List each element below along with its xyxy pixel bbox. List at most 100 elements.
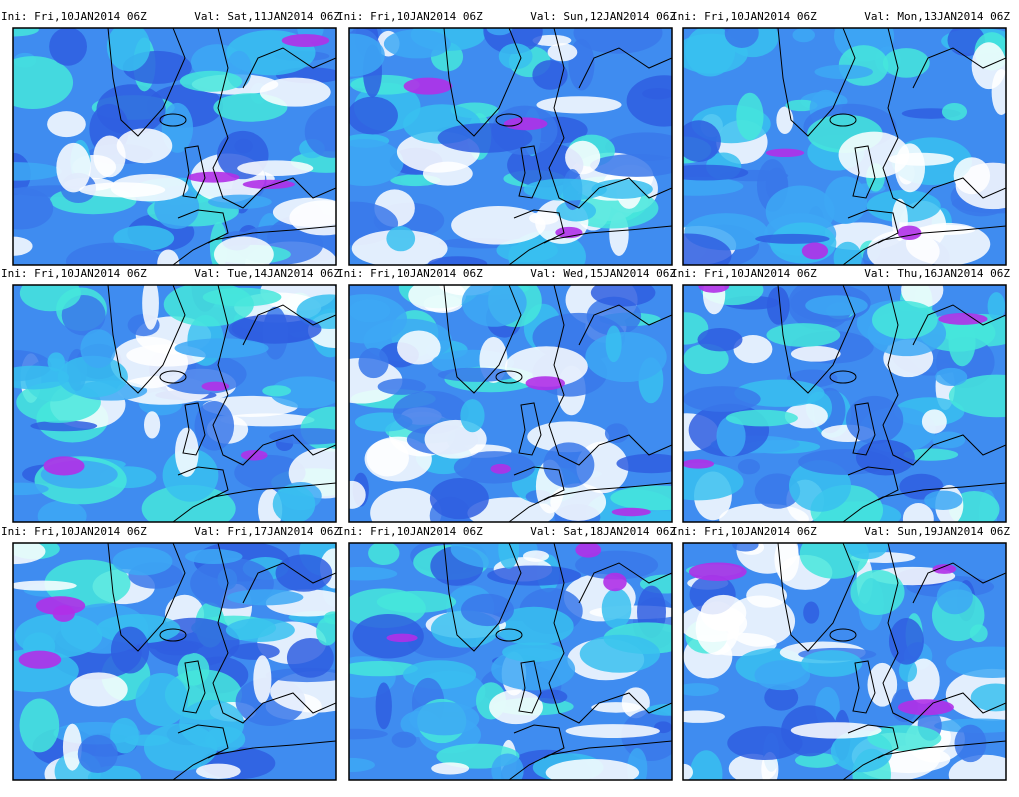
map-frame	[348, 284, 673, 523]
precip-area	[110, 626, 150, 674]
precip-area	[502, 642, 565, 663]
precip-area	[13, 543, 46, 565]
precip-max	[932, 564, 957, 574]
precip-area	[727, 726, 803, 761]
precip-area	[702, 285, 726, 315]
valid-time: Val: Thu,16JAN2014 06Z	[864, 267, 1010, 280]
coastline	[847, 724, 899, 759]
precip-area	[683, 176, 744, 196]
precip-area	[953, 157, 991, 195]
precip-area	[494, 606, 574, 646]
precip-area	[719, 503, 809, 522]
init-time: Ini: Fri,10JAN2014 06Z	[671, 267, 817, 280]
coastline	[172, 225, 336, 265]
precip-area	[941, 102, 968, 121]
valid-time: Val: Sat,11JAN2014 06Z	[194, 10, 340, 23]
coastline	[882, 285, 1006, 466]
precip-area	[824, 176, 868, 224]
coastline	[107, 543, 186, 652]
coastline	[518, 402, 542, 456]
precip-area	[523, 178, 607, 201]
precip-area	[536, 96, 622, 114]
precip-area	[13, 236, 33, 256]
precip-area	[349, 757, 375, 772]
precip-area	[537, 689, 568, 704]
coastline	[107, 28, 186, 137]
precip-area	[945, 646, 1006, 678]
precip-area	[683, 683, 719, 696]
precip-area	[195, 763, 241, 779]
coastline	[513, 209, 565, 244]
precip-area	[79, 182, 166, 198]
precip-max	[525, 376, 566, 391]
precip-area	[30, 420, 98, 432]
precip-area	[155, 641, 199, 656]
precip-area	[683, 343, 729, 375]
precip-area	[106, 28, 151, 72]
precip-area	[504, 346, 588, 387]
precip-area	[498, 543, 520, 569]
precip-area	[700, 594, 747, 632]
coastline	[852, 145, 876, 199]
precip-area	[377, 378, 426, 395]
coastline	[578, 47, 672, 89]
precip-area	[383, 29, 451, 59]
valid-time: Val: Sun,19JAN2014 06Z	[864, 525, 1010, 538]
precip-area	[177, 652, 210, 686]
precip-area	[683, 233, 732, 265]
precip-max	[490, 463, 511, 474]
precip-area	[871, 300, 938, 340]
precip-area	[14, 613, 103, 658]
map	[683, 543, 1006, 780]
precip-area	[565, 724, 660, 738]
precip-area	[579, 634, 661, 673]
precip-area	[969, 624, 988, 643]
precip-max	[801, 242, 829, 260]
coastline	[829, 370, 857, 384]
precip-area	[621, 687, 650, 719]
precip-area	[47, 352, 65, 372]
precip-area	[685, 28, 736, 77]
precip-area	[349, 728, 388, 740]
precip-area	[349, 96, 398, 135]
precip-area	[269, 428, 336, 445]
precip-area	[616, 453, 672, 474]
precip-area	[13, 482, 49, 496]
precip-area	[626, 75, 672, 127]
precip-area	[13, 365, 70, 390]
init-time: Ini: Fri,10JAN2014 06Z	[1, 525, 147, 538]
precip-area	[391, 731, 417, 748]
map	[349, 285, 672, 522]
coastline	[242, 304, 336, 346]
coastline	[842, 225, 1006, 265]
map	[13, 285, 336, 522]
precip-area	[543, 442, 595, 488]
precip-area	[766, 323, 841, 347]
precip-area	[855, 439, 915, 476]
precip-area	[96, 84, 166, 135]
precip-area	[366, 439, 409, 477]
coastline	[548, 543, 672, 724]
coastline	[159, 628, 187, 642]
precip-area	[590, 154, 672, 177]
precip-area	[13, 56, 74, 109]
precip-area	[316, 617, 336, 646]
precip-area	[349, 660, 418, 677]
map	[349, 28, 672, 265]
precip-area	[175, 427, 199, 477]
precip-max	[698, 285, 730, 293]
precip-area	[683, 164, 749, 181]
coastline	[172, 740, 336, 780]
precip-area	[736, 92, 764, 141]
precip-area	[733, 335, 773, 364]
precip-area	[116, 128, 173, 164]
precip-area	[487, 565, 582, 586]
precip-area	[461, 285, 527, 327]
precip-area	[226, 589, 304, 606]
precip-area	[496, 238, 558, 263]
precip-area	[646, 703, 672, 716]
coastline	[212, 28, 336, 209]
precip-area	[754, 660, 811, 691]
precip-area	[202, 287, 282, 307]
precip-area	[845, 543, 889, 560]
